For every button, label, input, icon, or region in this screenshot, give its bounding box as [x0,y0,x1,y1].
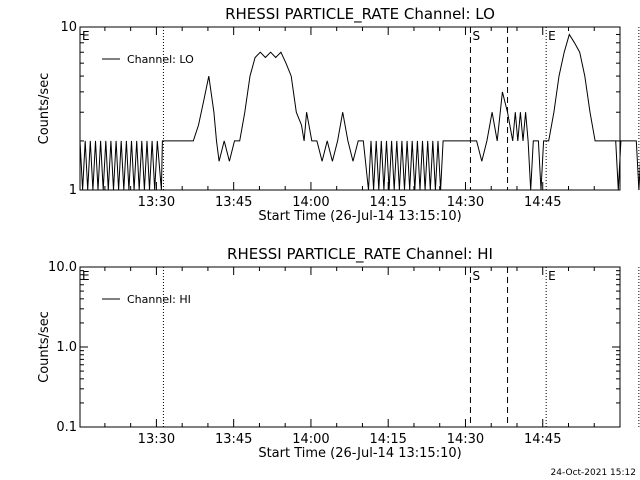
y-tick-label: 1.0 [56,340,77,355]
x-axis-label: Start Time (26-Jul-14 13:15:10) [258,446,461,461]
y-axis-label: Counts/sec [37,73,52,145]
y-tick-label: 10.0 [48,260,77,275]
x-tick-label: 14:15 [369,195,406,210]
plot-frame [79,266,621,428]
y-tick-label: 0.1 [56,420,77,435]
x-tick-label: 14:30 [447,432,484,447]
x-tick-label: 14:45 [524,195,561,210]
event-marker-label: E [548,269,556,283]
panel-hi: RHESSI PARTICLE_RATE Channel: HI 13:30 13:… [37,245,640,461]
event-marker-label: E [82,29,90,43]
x-axis-label: Start Time (26-Jul-14 13:15:10) [258,209,461,224]
x-tick-label: 14:30 [447,195,484,210]
event-marker-label: E [82,269,90,283]
legend-entry: Channel: LO [127,53,194,66]
legend-entry: Channel: HI [127,293,191,306]
x-tick-label: 13:45 [215,432,252,447]
panel-lo: RHESSI PARTICLE_RATE Channel: LO 13:30 13:… [37,5,640,224]
y-axis-label: Counts/sec [37,311,52,383]
event-marker-label: S [472,29,480,43]
event-marker-label: E [548,29,556,43]
y-tick-label: 10 [60,20,77,35]
x-tick-label: 14:00 [292,195,329,210]
x-tick-label: 13:30 [138,432,175,447]
x-tick-label: 14:45 [524,432,561,447]
chart-title: RHESSI PARTICLE_RATE Channel: LO [225,5,495,24]
chart-title: RHESSI PARTICLE_RATE Channel: HI [227,245,493,264]
x-tick-label: 14:15 [369,432,406,447]
x-tick-label: 13:45 [215,195,252,210]
event-marker-label: S [472,269,480,283]
y-tick-label: 1 [69,183,77,198]
series-line-lo [79,33,640,191]
footer-timestamp: 24-Oct-2021 15:12 [551,468,636,478]
plot-frame [79,26,621,191]
x-tick-label: 13:30 [138,195,175,210]
x-tick-label: 14:00 [292,432,329,447]
